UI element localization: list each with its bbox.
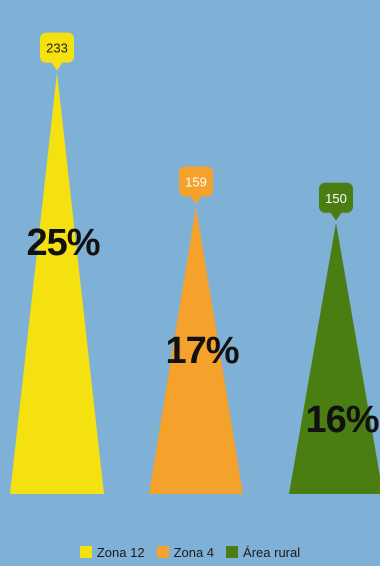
triangle-bar-zona-4: [149, 206, 243, 494]
value-label-area-rural: 150: [325, 191, 347, 206]
value-label-zona-12: 233: [46, 41, 68, 56]
triangle-bar-zona-12: [10, 72, 104, 495]
legend-swatch-area-rural: [226, 546, 239, 558]
chart-legend: Zona 12 Zona 4 Área rural: [0, 542, 380, 562]
legend-swatch-zona-4: [156, 546, 169, 558]
legend-label-zona-12: Zona 12: [96, 544, 145, 560]
value-callout-pointer-area-rural: [330, 211, 342, 221]
legend-label-zona-4: Zona 4: [173, 544, 215, 560]
value-callout-pointer-zona-4: [190, 195, 202, 205]
legend-item-zona-12: Zona 12: [79, 544, 145, 560]
percent-label-zona-4: 17%: [165, 330, 238, 372]
legend-item-area-rural: Área rural: [226, 545, 300, 560]
percent-label-area-rural: 16%: [305, 399, 378, 441]
value-callout-area-rural: [319, 182, 353, 213]
percent-label-zona-12: 25%: [26, 222, 99, 264]
legend-label-area-rural: Área rural: [243, 544, 301, 560]
legend-swatch-zona-12: [79, 546, 92, 558]
value-callout-zona-12: [40, 32, 74, 63]
value-label-zona-4: 159: [185, 174, 207, 189]
legend-item-zona-4: Zona 4: [156, 544, 215, 560]
triangle-bar-area-rural: [289, 222, 380, 494]
value-callout-zona-4: [179, 166, 213, 197]
value-callout-pointer-zona-12: [51, 61, 63, 71]
